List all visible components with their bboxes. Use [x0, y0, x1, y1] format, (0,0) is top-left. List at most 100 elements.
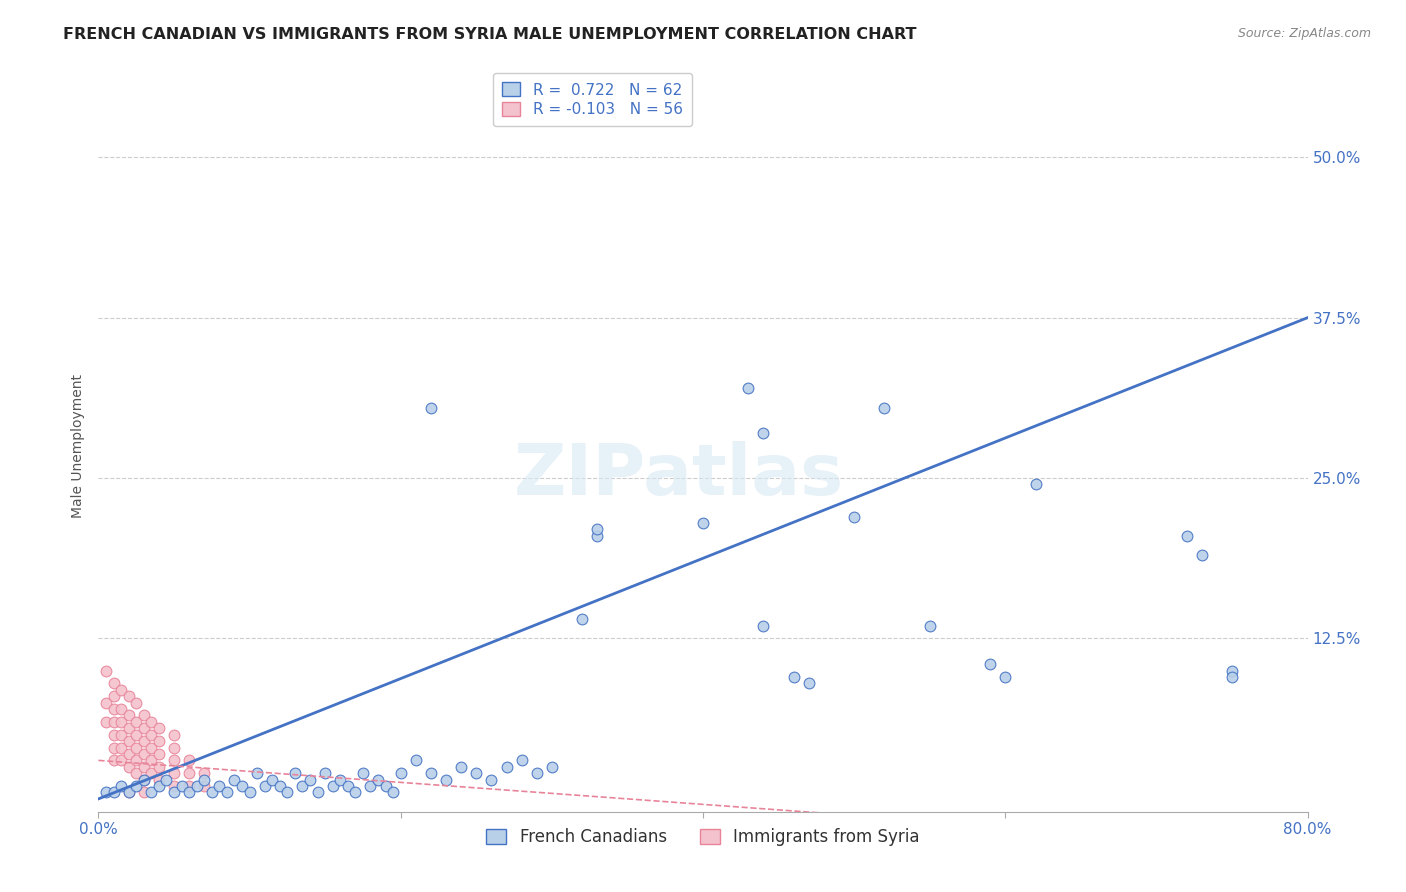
Point: [141, 766, 163, 780]
Point: [752, 618, 775, 632]
Point: [389, 766, 412, 780]
Point: [125, 766, 148, 780]
Point: [110, 682, 132, 697]
Point: [465, 766, 488, 780]
Point: [224, 772, 246, 787]
Point: [125, 728, 148, 742]
Point: [262, 772, 284, 787]
Point: [94, 714, 117, 729]
Point: [163, 753, 186, 767]
Point: [797, 676, 820, 690]
Point: [103, 690, 125, 704]
Point: [374, 779, 396, 793]
Point: [163, 779, 186, 793]
Point: [420, 766, 443, 780]
Text: FRENCH CANADIAN VS IMMIGRANTS FROM SYRIA MALE UNEMPLOYMENT CORRELATION CHART: FRENCH CANADIAN VS IMMIGRANTS FROM SYRIA…: [63, 27, 917, 42]
Point: [314, 766, 336, 780]
Point: [276, 785, 298, 799]
Point: [94, 696, 117, 710]
Point: [103, 728, 125, 742]
Point: [110, 753, 132, 767]
Point: [367, 772, 389, 787]
Point: [382, 785, 405, 799]
Point: [94, 664, 117, 678]
Point: [110, 714, 132, 729]
Point: [253, 779, 276, 793]
Point: [360, 779, 382, 793]
Point: [132, 747, 155, 761]
Text: ZIPatlas: ZIPatlas: [513, 441, 844, 509]
Point: [193, 779, 215, 793]
Point: [110, 702, 132, 716]
Point: [352, 766, 374, 780]
Point: [132, 772, 155, 787]
Point: [118, 747, 141, 761]
Point: [336, 779, 359, 793]
Point: [215, 785, 238, 799]
Point: [692, 516, 714, 530]
Point: [481, 772, 503, 787]
Point: [132, 734, 155, 748]
Point: [979, 657, 1001, 672]
Point: [118, 708, 141, 723]
Point: [179, 766, 201, 780]
Point: [844, 509, 866, 524]
Legend: French Canadians, Immigrants from Syria: French Canadians, Immigrants from Syria: [478, 820, 928, 855]
Point: [322, 779, 344, 793]
Point: [141, 785, 163, 799]
Point: [783, 670, 806, 684]
Point: [1024, 477, 1046, 491]
Point: [540, 760, 562, 774]
Point: [118, 785, 141, 799]
Point: [918, 618, 941, 632]
Y-axis label: Male Unemployment: Male Unemployment: [70, 374, 84, 518]
Point: [193, 766, 215, 780]
Point: [495, 760, 517, 774]
Point: [132, 772, 155, 787]
Point: [586, 523, 609, 537]
Point: [329, 772, 352, 787]
Point: [110, 740, 132, 755]
Point: [125, 696, 148, 710]
Point: [103, 740, 125, 755]
Point: [170, 779, 193, 793]
Point: [284, 766, 307, 780]
Point: [299, 772, 322, 787]
Point: [148, 734, 170, 748]
Point: [141, 714, 163, 729]
Point: [155, 772, 177, 787]
Text: Source: ZipAtlas.com: Source: ZipAtlas.com: [1237, 27, 1371, 40]
Point: [103, 676, 125, 690]
Point: [208, 779, 231, 793]
Point: [103, 785, 125, 799]
Point: [125, 714, 148, 729]
Point: [118, 785, 141, 799]
Point: [344, 785, 367, 799]
Point: [1175, 529, 1198, 543]
Point: [586, 529, 609, 543]
Point: [752, 426, 775, 441]
Point: [110, 779, 132, 793]
Point: [118, 690, 141, 704]
Point: [510, 753, 533, 767]
Point: [94, 785, 117, 799]
Point: [450, 760, 472, 774]
Point: [118, 734, 141, 748]
Point: [132, 785, 155, 799]
Point: [148, 760, 170, 774]
Point: [420, 401, 443, 415]
Point: [994, 670, 1017, 684]
Point: [186, 779, 208, 793]
Point: [179, 785, 201, 799]
Point: [873, 401, 896, 415]
Point: [163, 766, 186, 780]
Point: [132, 708, 155, 723]
Point: [103, 714, 125, 729]
Point: [125, 779, 148, 793]
Point: [179, 753, 201, 767]
Point: [163, 728, 186, 742]
Point: [132, 721, 155, 735]
Point: [125, 740, 148, 755]
Point: [141, 740, 163, 755]
Point: [201, 785, 224, 799]
